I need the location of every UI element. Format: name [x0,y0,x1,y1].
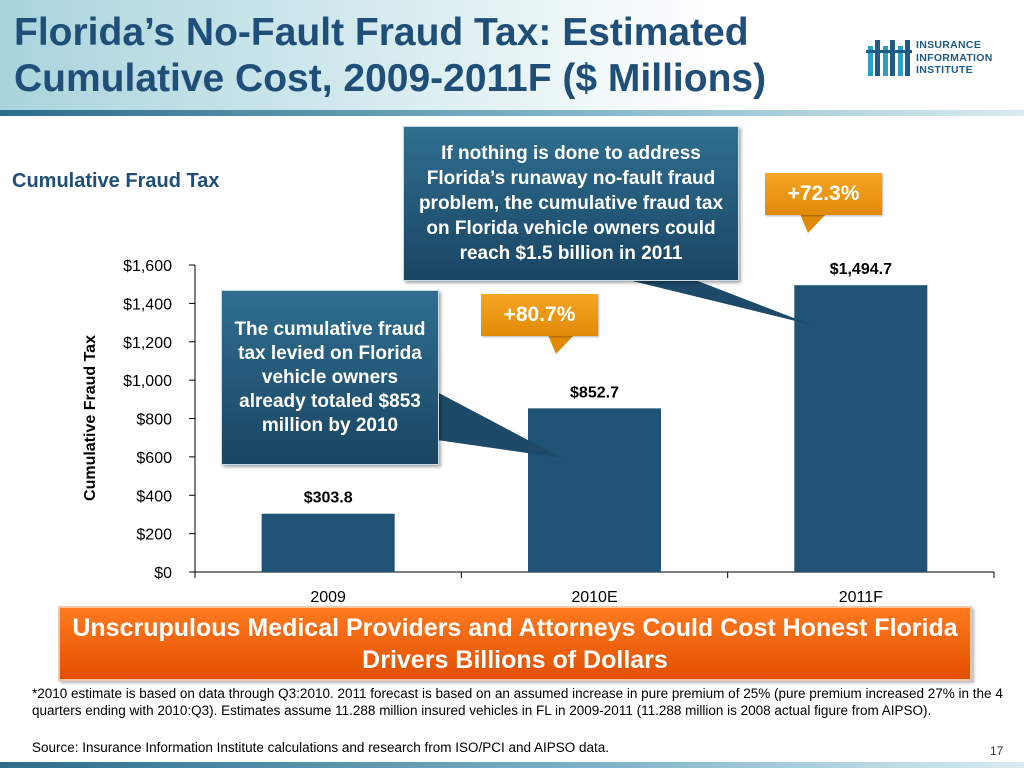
x-tick-label: 2011F [839,589,883,606]
data-label-2011F: $1,494.7 [830,261,892,278]
growth-badge-2011: +72.3% [765,173,882,215]
growth-badge-2010: +80.7% [481,294,598,336]
slide-title: Florida’s No-Fault Fraud Tax: Estimated … [14,11,767,100]
iii-logo: INSURANCE INFORMATION INSTITUTE [866,36,1016,80]
y-tick-label: $1,200 [123,335,172,352]
iii-logo-text: INSURANCE INFORMATION INSTITUTE [916,39,993,76]
y-tick-label: $1,600 [123,258,172,275]
chart-subtitle: Cumulative Fraud Tax [12,170,220,192]
badge-1-tail [548,335,574,354]
source-note: Source: Insurance Information Institute … [32,740,610,755]
conclusion-banner: Unscrupulous Medical Providers and Attor… [58,606,972,681]
callout-2011-projection: If nothing is done to address Florida’s … [403,126,739,281]
data-label-2009: $303.8 [304,490,353,507]
y-tick-label: $800 [136,412,172,429]
footnote: *2010 estimate is based on data through … [32,686,1003,718]
header-rule [0,110,1024,116]
footer-rule [0,762,1024,768]
x-axis: 2009 2010E 2011F [194,571,995,606]
y-tick-label: $600 [136,450,172,467]
badge-2-tail [800,214,826,233]
y-axis: $0 $200 $400 $600 $800 $1,000 $1,200 $1,400 $1,6… [123,258,196,582]
y-tick-label: $200 [136,527,172,544]
y-tick-label: $0 [154,565,172,582]
callout-top-tail [620,278,812,325]
data-label-2010E: $852.7 [570,384,619,401]
x-tick-label: 2010E [571,589,617,606]
bar-2009 [261,513,395,572]
y-tick-label: $400 [136,488,172,505]
y-axis-title: Cumulative Fraud Tax [82,335,99,501]
data-labels: $303.8 $852.7 $1,494.7 [304,261,892,507]
fraud-tax-bar-chart: $0 $200 $400 $600 $800 $1,000 $1,200 $1,400 $1,6… [82,214,995,606]
y-tick-label: $1,000 [123,373,172,390]
callout-2010-total: The cumulative fraud tax levied on Flori… [221,290,439,465]
callout-left-tail [437,392,562,458]
x-tick-label: 2009 [310,589,346,606]
bar-2010E [528,408,661,572]
page-number: 17 [990,744,1004,758]
bar-2011F [794,285,928,572]
header-band [0,0,1024,110]
bar-series [261,285,928,572]
iii-logo-icon [866,40,912,76]
y-tick-label: $1,400 [123,296,172,313]
